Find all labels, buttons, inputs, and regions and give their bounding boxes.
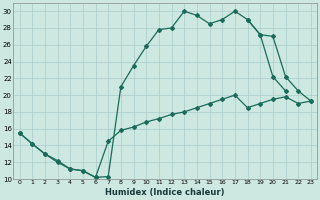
X-axis label: Humidex (Indice chaleur): Humidex (Indice chaleur): [106, 188, 225, 197]
